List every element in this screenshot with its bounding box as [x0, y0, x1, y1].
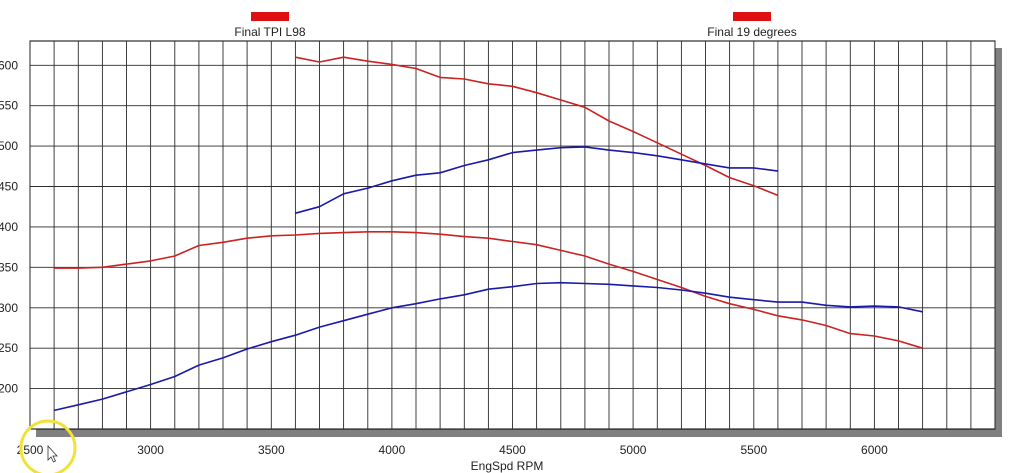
y-tick-label: 600: [0, 58, 18, 72]
y-tick-label: 400: [0, 220, 18, 234]
x-tick-label: 3500: [258, 443, 285, 457]
y-tick-label: 550: [0, 99, 18, 113]
x-tick-label: 2500: [17, 443, 44, 457]
legend-label: Final TPI L98: [234, 25, 305, 39]
legend: Final TPI L98 Final 19 degrees: [234, 12, 797, 39]
grid-lines: [29, 41, 996, 429]
y-tick-label: 450: [0, 180, 18, 194]
y-tick-label: 200: [0, 382, 18, 396]
y-tick-label: 300: [0, 301, 18, 315]
series-line-3: [54, 231, 923, 349]
series-line-4: [53, 281, 923, 412]
legend-label: Final 19 degrees: [707, 25, 796, 39]
x-tick-label: 5000: [620, 443, 647, 457]
legend-swatch: [733, 12, 771, 21]
series-line-2: [295, 146, 779, 214]
cursor-highlight-circle: [19, 419, 77, 473]
y-tick-label: 500: [0, 139, 18, 153]
x-tick-label: 4000: [379, 443, 406, 457]
x-tick-label: 6000: [861, 443, 888, 457]
x-axis-title: EngSpd RPM: [471, 459, 544, 473]
mouse-pointer-icon: [47, 444, 58, 463]
series-group: [53, 56, 923, 412]
x-tick-labels: 2500 3000 3500 4000 4500 5000 5500 6000: [17, 443, 888, 457]
y-tick-labels: 200 250 300 350 400 450 500 550 600: [0, 58, 18, 395]
y-tick-label: 250: [0, 341, 18, 355]
x-tick-label: 5500: [740, 443, 767, 457]
legend-swatch: [251, 12, 289, 21]
x-tick-label: 4500: [499, 443, 526, 457]
y-tick-label: 350: [0, 260, 18, 274]
x-tick-label: 3000: [137, 443, 164, 457]
